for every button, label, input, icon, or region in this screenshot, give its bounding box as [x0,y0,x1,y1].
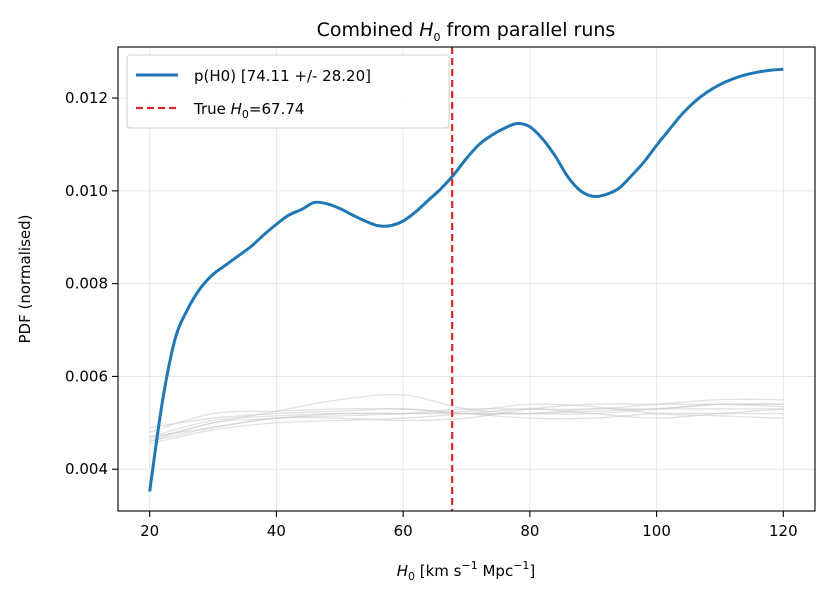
y-tick-label: 0.010 [65,182,108,200]
legend: p(H0) [74.11 +/- 28.20] True H0=67.74 [126,54,450,129]
y-tick-label: 0.008 [65,275,108,293]
x-ticks: 20 40 60 80 100 120 [140,511,798,540]
legend-box [126,54,450,129]
x-tick-label: 20 [140,522,159,540]
x-tick-label: 80 [520,522,539,540]
plot-frame [117,46,816,512]
run-curve [149,398,784,443]
chart-title: Combined H0 from parallel runs [317,19,616,44]
legend-label-true-h0: True H0=67.74 [193,100,304,121]
y-ticks: 0.004 0.006 0.008 0.010 0.012 [65,89,118,478]
x-tick-label: 40 [267,522,286,540]
x-tick-label: 60 [394,522,413,540]
legend-label-combined: p(H0) [74.11 +/- 28.20] [194,67,371,85]
run-curves [149,393,784,445]
x-tick-label: 100 [642,522,671,540]
y-tick-label: 0.012 [65,89,108,107]
y-axis-label: PDF (normalised) [16,215,34,344]
combined-curve [148,67,784,492]
x-axis-label: H0 [km s−1 Mpc−1] [397,559,536,583]
x-tick-label: 120 [769,522,798,540]
y-tick-label: 0.006 [65,367,108,385]
run-curve [149,403,784,438]
y-tick-label: 0.004 [65,460,108,478]
combined-curve-group [148,67,784,492]
run-curve [149,408,784,429]
